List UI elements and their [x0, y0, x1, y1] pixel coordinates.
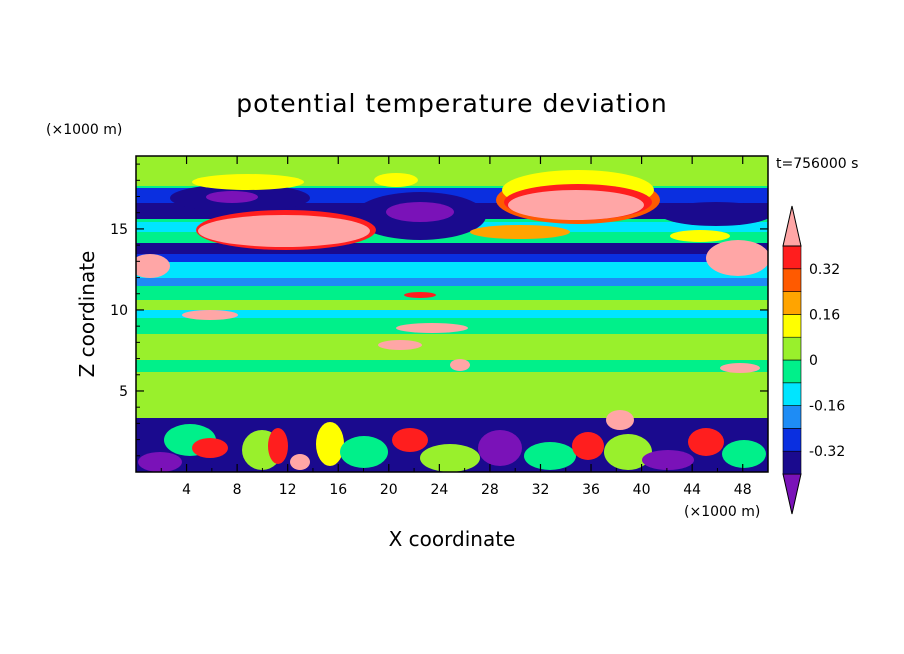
colorbar-bin [782, 359, 802, 384]
colorbar-tick-label: 0.16 [809, 307, 840, 323]
x-tick-label: 36 [582, 482, 600, 498]
band-lime-a [136, 300, 768, 310]
x-tick-label: 40 [633, 482, 651, 498]
chart-title: potential temperature deviation [236, 89, 667, 118]
turb-yellow-3 [316, 422, 344, 466]
y-tick-label: 15 [110, 222, 128, 238]
turb-green-5 [524, 442, 576, 470]
x-tick-label: 32 [532, 482, 550, 498]
blob-navy-right [660, 202, 768, 226]
patch-pink-e [720, 363, 760, 373]
time-label: t=756000 s [776, 156, 858, 172]
x-unit-label: (×1000 m) [684, 504, 760, 520]
colorbar-tick-label: -0.16 [809, 399, 845, 415]
colorbar-bin [782, 336, 802, 361]
x-tick-label: 24 [430, 482, 448, 498]
y-tick-label: 5 [119, 384, 128, 400]
blob-pink-right [508, 190, 644, 220]
turb-purple-1 [138, 452, 182, 472]
y-axis-label: Z coordinate [75, 251, 99, 378]
turb-red-4 [392, 428, 428, 452]
patch-pink-b [396, 323, 468, 333]
y-ticks: 5 10 15 [110, 163, 768, 457]
x-ticks: 4 8 12 16 20 24 28 32 36 40 44 48 [160, 156, 752, 498]
x-tick-label: 44 [683, 482, 701, 498]
band-lower-cyan [136, 262, 768, 278]
colorbar-bin [782, 314, 802, 338]
colorbar: -0.32 -0.16 0 0.16 0.32 [782, 205, 845, 515]
colorbar-under-arrow [782, 473, 802, 515]
turb-lime-6 [604, 434, 652, 470]
patch-red-f [404, 292, 436, 298]
band-lime-c [136, 372, 768, 418]
turb-red-6 [572, 432, 604, 460]
blob-orange-mid [470, 225, 570, 239]
x-axis-label: X coordinate [389, 527, 516, 551]
turb-red-8 [688, 428, 724, 456]
blob-yellow-top [374, 173, 418, 187]
blob-purple-left [206, 191, 258, 203]
patch-pink-a [182, 310, 238, 320]
turb-red-2 [268, 428, 288, 464]
x-tick-label: 4 [182, 482, 191, 498]
band-green-a [136, 286, 768, 300]
blob-purple-center [386, 202, 454, 222]
colorbar-bin [782, 405, 802, 429]
turb-green-8 [722, 440, 766, 468]
y-unit-label: (×1000 m) [46, 122, 122, 138]
x-tick-label: 16 [329, 482, 347, 498]
blob-pink-left [198, 215, 370, 247]
colorbar-bin [782, 291, 802, 315]
blob-yellow-edge-right [670, 230, 730, 242]
x-tick-label: 8 [233, 482, 242, 498]
band-lower-blue [136, 254, 768, 262]
colorbar-bin [782, 450, 802, 475]
heatmap-field [136, 156, 768, 472]
colorbar-tick-label: 0 [809, 353, 818, 369]
band-sky [136, 278, 768, 286]
blob-pink-edge-right [706, 240, 768, 276]
colorbar-bin [782, 428, 802, 452]
blob-pink-edge-left [136, 254, 170, 278]
turb-pink-10 [290, 454, 310, 470]
colorbar-bin [782, 245, 802, 270]
band-lime-b [136, 334, 768, 360]
x-tick-label: 12 [279, 482, 297, 498]
band-cyan-b [136, 310, 768, 318]
colorbar-bin [782, 382, 802, 406]
plot-frame [135, 155, 769, 473]
turb-green-3 [340, 436, 388, 468]
colorbar-over-arrow [782, 205, 802, 247]
x-tick-label: 28 [481, 482, 499, 498]
x-tick-label: 20 [380, 482, 398, 498]
turb-purple-5 [478, 430, 522, 466]
turb-purple-7 [642, 450, 694, 470]
y-tick-label: 10 [110, 303, 128, 319]
patch-pink-c [378, 340, 422, 350]
blob-yellow-left [192, 174, 304, 190]
turb-lime-4 [420, 444, 480, 472]
colorbar-bin [782, 268, 802, 292]
turb-pink-9 [606, 410, 634, 430]
turb-red-1 [192, 438, 228, 458]
patch-pink-d [450, 359, 470, 371]
colorbar-tick-label: -0.32 [809, 444, 845, 460]
colorbar-tick-label: 0.32 [809, 262, 840, 278]
x-tick-label: 48 [734, 482, 752, 498]
